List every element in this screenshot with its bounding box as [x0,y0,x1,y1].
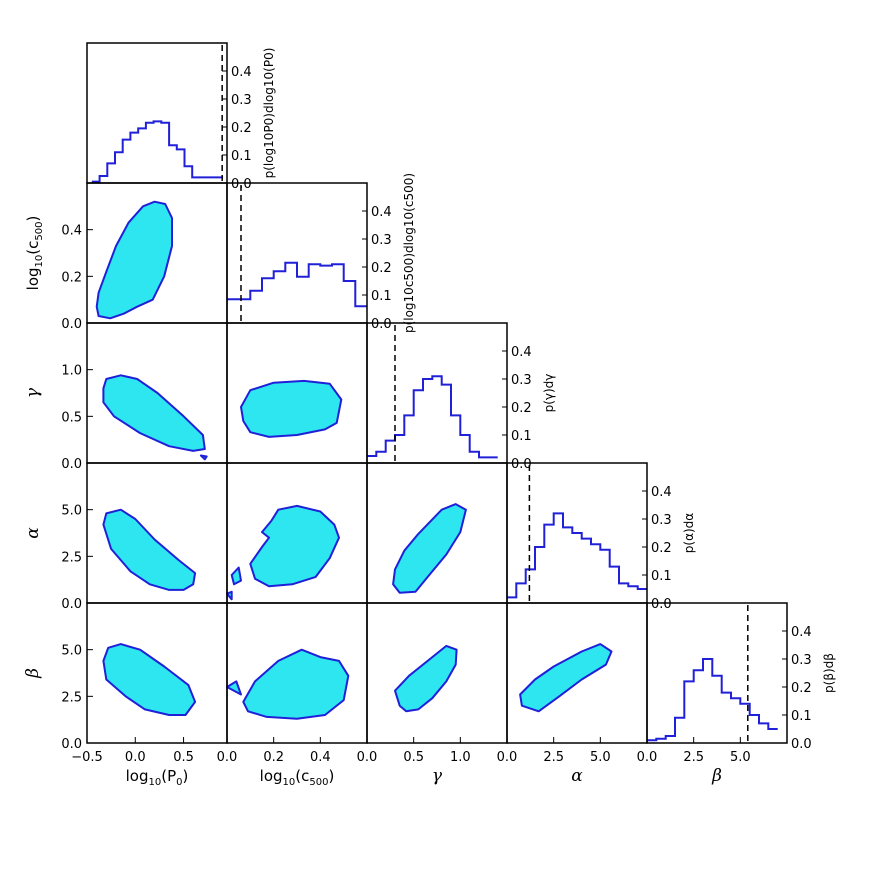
y-tick-label-log10_c500-2: 0.4 [61,224,82,239]
y-tick-label-gamma-0: 0.0 [61,457,82,472]
marginal-tick-label-2-3: 0.3 [511,373,532,388]
marginal-tick-label-1-0: 0.0 [371,317,392,332]
marginal-tick-label-4-0: 0.0 [791,737,812,752]
y-tick-label-beta-0: 0.0 [61,737,82,752]
contour-region-gamma-beta-0 [394,644,458,713]
y-tick-label-log10_c500-1: 0.2 [61,270,82,285]
panel-frame-0-0 [86,42,228,184]
marginal-tick-label-0-1: 0.1 [231,149,252,164]
marginal-tick-label-1-1: 0.1 [371,289,392,304]
x-tick-label-beta-2: 5.0 [730,750,751,765]
x-tick-label-beta-0: 0.0 [637,750,658,765]
marginal-tick-label-2-2: 0.2 [511,401,532,416]
marginal-axis-label-log10_c500: p(log10c500)dlog10(c500) [402,173,416,333]
y-axis-label-beta: β [23,668,43,679]
contour-region-log10_P0-gamma-0 [102,374,206,452]
y-tick-label-gamma-1: 0.5 [61,410,82,425]
panel-frame-1-1 [226,182,368,324]
marginal-tick-label-4-2: 0.2 [791,681,812,696]
contour-region-log10_P0-alpha-0 [102,508,197,591]
marginal-tick-label-0-3: 0.3 [231,93,252,108]
contour-region-log10_c500-gamma-0 [240,379,343,438]
y-axis-label-log10_c500: log10(c500) [24,216,45,291]
label-layer: −0.5 0.0 0.5 0.0 0.2 0.4 0.0 0.5 1.0 0.0 2.5 5.0 0.0… [23,48,836,788]
x-tick-label-gamma-1: 0.5 [403,750,424,765]
x-tick-label-alpha-0: 0.0 [497,750,518,765]
y-tick-label-beta-2: 5.0 [61,644,82,659]
x-axis-label-alpha: α [571,766,583,786]
x-tick-label-log10_c500-2: 0.4 [310,750,331,765]
x-tick-label-alpha-1: 2.5 [543,750,564,765]
y-tick-label-alpha-1: 2.5 [61,550,82,565]
x-tick-label-alpha-2: 5.0 [590,750,611,765]
y-tick-label-beta-1: 2.5 [61,690,82,705]
marginal-axis-label-alpha: p(α)dα [682,513,696,554]
marginal-tick-label-2-0: 0.0 [511,457,532,472]
marginal-tick-label-1-3: 0.3 [371,233,392,248]
histogram-alpha [507,512,647,599]
marginal-tick-label-3-3: 0.3 [651,513,672,528]
histogram-gamma [367,375,498,459]
contour-region-alpha-beta-0 [519,643,613,713]
x-tick-label-log10_c500-0: 0.0 [217,750,238,765]
x-tick-label-beta-1: 2.5 [683,750,704,765]
contour-region-gamma-alpha-0 [392,503,467,594]
histogram-log10_P0 [91,120,224,183]
x-tick-label-log10_P0-0: −0.5 [71,750,103,765]
contour-layer [95,200,613,720]
marginal-tick-label-0-2: 0.2 [231,121,252,136]
marginal-tick-label-1-2: 0.2 [371,261,392,276]
y-tick-label-gamma-2: 1.0 [61,364,82,379]
marginal-tick-label-3-1: 0.1 [651,569,672,584]
contour-region-log10_P0-gamma-1 [199,454,208,461]
marginal-tick-label-0-4: 0.4 [231,65,252,80]
x-axis-label-log10_c500: log10(c500) [260,767,335,788]
marginal-tick-label-4-3: 0.3 [791,653,812,668]
marginal-tick-label-4-4: 0.4 [791,625,812,640]
x-axis-label-gamma: γ [432,766,443,786]
y-axis-label-gamma: γ [23,387,43,398]
histogram-beta [647,658,778,742]
marginal-axis-label-beta: p(β)dβ [822,653,836,693]
panel-frame-2-2 [366,322,508,464]
y-axis-label-alpha: α [23,527,43,539]
x-axis-label-beta: β [711,766,722,786]
histogram-log10_c500 [227,261,367,308]
marginal-tick-label-2-1: 0.1 [511,429,532,444]
marginal-axis-label-gamma: p(γ)dγ [542,374,556,413]
y-tick-label-log10_c500-0: 0.0 [61,317,82,332]
marginal-tick-label-2-4: 0.4 [511,345,532,360]
contour-region-log10_c500-alpha-1 [230,566,242,586]
x-tick-label-log10_c500-1: 0.2 [263,750,284,765]
x-tick-label-gamma-2: 1.0 [450,750,471,765]
x-tick-label-gamma-0: 0.0 [357,750,378,765]
contour-region-log10_P0-beta-0 [102,643,197,716]
contour-region-log10_c500-alpha-2 [226,590,233,601]
panel-frames [86,42,788,744]
tick-layer [86,70,787,744]
contour-region-log10_c500-beta-1 [226,680,242,696]
marginal-tick-label-0-0: 0.0 [231,177,252,192]
contour-region-log10_P0-log10_c500-0 [95,200,173,320]
marginal-tick-label-3-0: 0.0 [651,597,672,612]
marginal-axis-label-log10_P0: p(log10P0)dlog10(P0) [262,48,276,179]
marginal-tick-label-3-2: 0.2 [651,541,672,556]
y-tick-label-alpha-0: 0.0 [61,597,82,612]
contour-region-log10_c500-beta-0 [242,648,350,720]
histogram-layer [91,45,778,742]
panel-frame-4-4 [646,602,788,744]
x-axis-label-log10_P0: log10(P0) [126,767,189,788]
marginal-tick-label-4-1: 0.1 [791,709,812,724]
x-tick-label-log10_P0-1: 0.0 [125,750,146,765]
marginal-tick-label-1-4: 0.4 [371,205,392,220]
marginal-tick-label-3-4: 0.4 [651,485,672,500]
y-tick-label-alpha-2: 5.0 [61,504,82,519]
contour-region-log10_c500-alpha-0 [249,504,340,588]
x-tick-label-log10_P0-2: 0.5 [173,750,194,765]
